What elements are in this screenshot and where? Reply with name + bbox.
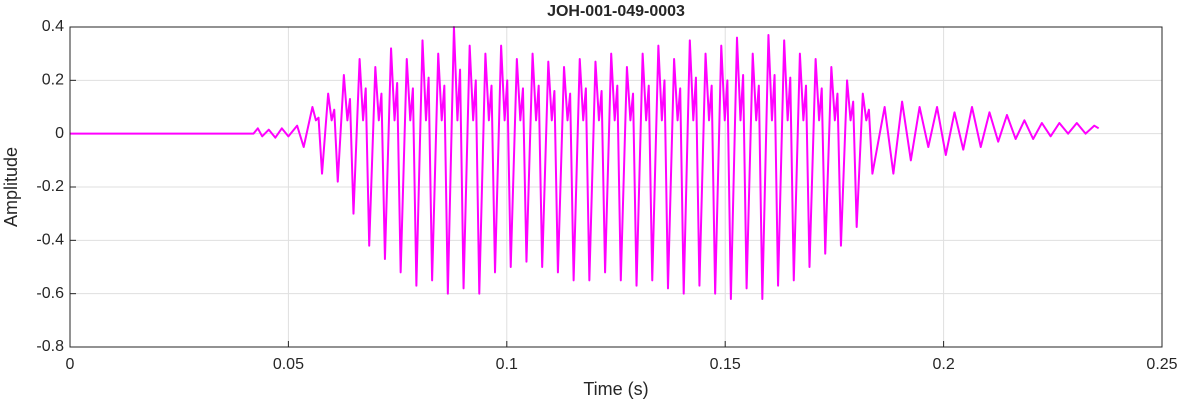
x-tick-label: 0.15 [710, 356, 741, 373]
plot-frame [69, 26, 1163, 348]
y-axis-label: Amplitude [1, 147, 21, 227]
x-tick-label: 0.25 [1146, 356, 1177, 373]
y-tick-label: -0.4 [36, 232, 64, 249]
y-tick-label: 0.2 [42, 72, 64, 89]
y-tick-label: -0.2 [36, 178, 64, 195]
x-tick-label: 0 [66, 356, 75, 373]
x-axis-label: Time (s) [583, 379, 648, 399]
y-tick-label: 0.4 [42, 18, 64, 35]
y-tick-label: -0.8 [36, 338, 64, 355]
y-tick-label: -0.6 [36, 285, 64, 302]
x-tick-label: 0.1 [496, 356, 518, 373]
y-tick-label: 0 [55, 125, 64, 142]
x-tick-label: 0.05 [273, 356, 304, 373]
chart-title: JOH-001-049-0003 [547, 3, 685, 20]
data-line [70, 26, 1100, 300]
x-tick-label: 0.2 [932, 356, 954, 373]
